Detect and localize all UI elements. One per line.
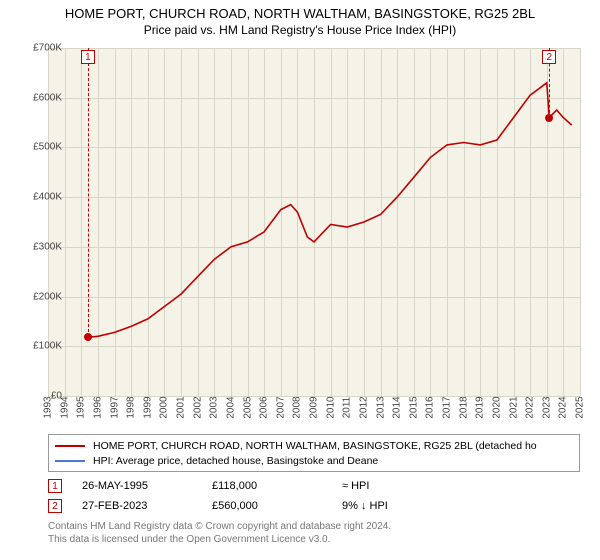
- x-axis-label: 2017: [442, 396, 453, 418]
- marker-box: 2: [542, 50, 556, 64]
- transaction-date: 26-MAY-1995: [82, 480, 212, 492]
- x-axis-label: 2011: [342, 397, 353, 419]
- marker-box: 1: [81, 50, 95, 64]
- chart-title: HOME PORT, CHURCH ROAD, NORTH WALTHAM, B…: [0, 0, 600, 21]
- x-axis-label: 2014: [392, 396, 403, 418]
- legend-swatch: [55, 460, 85, 462]
- legend-box: HOME PORT, CHURCH ROAD, NORTH WALTHAM, B…: [48, 434, 580, 472]
- x-axis-label: 1999: [142, 396, 153, 418]
- transaction-price: £560,000: [212, 500, 342, 512]
- line-series: [48, 48, 580, 396]
- x-axis-label: 2000: [159, 396, 170, 418]
- x-axis-label: 1996: [92, 396, 103, 418]
- x-axis-label: 2024: [558, 396, 569, 418]
- x-axis-label: 2008: [292, 396, 303, 418]
- x-axis-label: 2020: [491, 396, 502, 418]
- footer-line: Contains HM Land Registry data © Crown c…: [48, 520, 391, 533]
- transaction-row: 2 27-FEB-2023 £560,000 9% ↓ HPI: [48, 496, 442, 516]
- y-axis-label: £700K: [33, 43, 62, 54]
- legend-swatch: [55, 445, 85, 447]
- x-axis-label: 2022: [525, 396, 536, 418]
- y-axis-label: £500K: [33, 142, 62, 153]
- x-axis-label: 2012: [358, 396, 369, 418]
- x-axis-label: 1994: [59, 396, 70, 418]
- transaction-hpi: 9% ↓ HPI: [342, 500, 442, 512]
- legend-label: HOME PORT, CHURCH ROAD, NORTH WALTHAM, B…: [93, 440, 537, 452]
- marker-dot: [84, 333, 92, 341]
- transaction-row: 1 26-MAY-1995 £118,000 ≈ HPI: [48, 476, 442, 496]
- x-axis-label: 2001: [176, 396, 187, 418]
- y-axis-label: £300K: [33, 241, 62, 252]
- x-axis-label: 2019: [475, 396, 486, 418]
- x-axis-label: 2003: [209, 396, 220, 418]
- x-axis-label: 2005: [242, 396, 253, 418]
- x-axis-label: 2023: [541, 396, 552, 418]
- y-axis-label: £100K: [33, 341, 62, 352]
- gridline-vertical: [580, 48, 581, 396]
- x-axis-label: 1993: [43, 396, 54, 418]
- y-axis-label: £200K: [33, 291, 62, 302]
- x-axis-label: 2004: [225, 396, 236, 418]
- x-axis-label: 1995: [76, 396, 87, 418]
- transaction-marker: 1: [48, 479, 62, 493]
- x-axis-label: 2010: [325, 396, 336, 418]
- x-axis-label: 2016: [425, 396, 436, 418]
- marker-dot: [545, 114, 553, 122]
- x-axis-label: 1997: [109, 396, 120, 418]
- x-axis-label: 2021: [508, 396, 519, 418]
- x-axis-label: 1998: [126, 396, 137, 418]
- x-axis-label: 2006: [259, 396, 270, 418]
- x-axis-label: 2015: [408, 396, 419, 418]
- x-axis-label: 2007: [275, 396, 286, 418]
- footer-attribution: Contains HM Land Registry data © Crown c…: [48, 520, 391, 546]
- x-axis-label: 2025: [575, 396, 586, 418]
- transaction-date: 27-FEB-2023: [82, 500, 212, 512]
- legend-item-price-paid: HOME PORT, CHURCH ROAD, NORTH WALTHAM, B…: [55, 438, 573, 453]
- x-axis-label: 2009: [309, 396, 320, 418]
- legend-item-hpi: HPI: Average price, detached house, Basi…: [55, 453, 573, 468]
- plot-area: 12: [48, 48, 580, 396]
- x-axis-label: 2013: [375, 396, 386, 418]
- legend-label: HPI: Average price, detached house, Basi…: [93, 455, 378, 467]
- chart-container: HOME PORT, CHURCH ROAD, NORTH WALTHAM, B…: [0, 0, 600, 560]
- y-axis-label: £400K: [33, 192, 62, 203]
- series-line-price_paid: [88, 83, 572, 337]
- transaction-price: £118,000: [212, 480, 342, 492]
- footer-line: This data is licensed under the Open Gov…: [48, 533, 391, 546]
- y-axis-label: £600K: [33, 92, 62, 103]
- chart-subtitle: Price paid vs. HM Land Registry's House …: [0, 21, 600, 37]
- transaction-table: 1 26-MAY-1995 £118,000 ≈ HPI 2 27-FEB-20…: [48, 476, 442, 516]
- transaction-marker: 2: [48, 499, 62, 513]
- transaction-hpi: ≈ HPI: [342, 480, 442, 492]
- marker-line: [88, 48, 89, 337]
- x-axis-label: 2002: [192, 396, 203, 418]
- x-axis-label: 2018: [458, 396, 469, 418]
